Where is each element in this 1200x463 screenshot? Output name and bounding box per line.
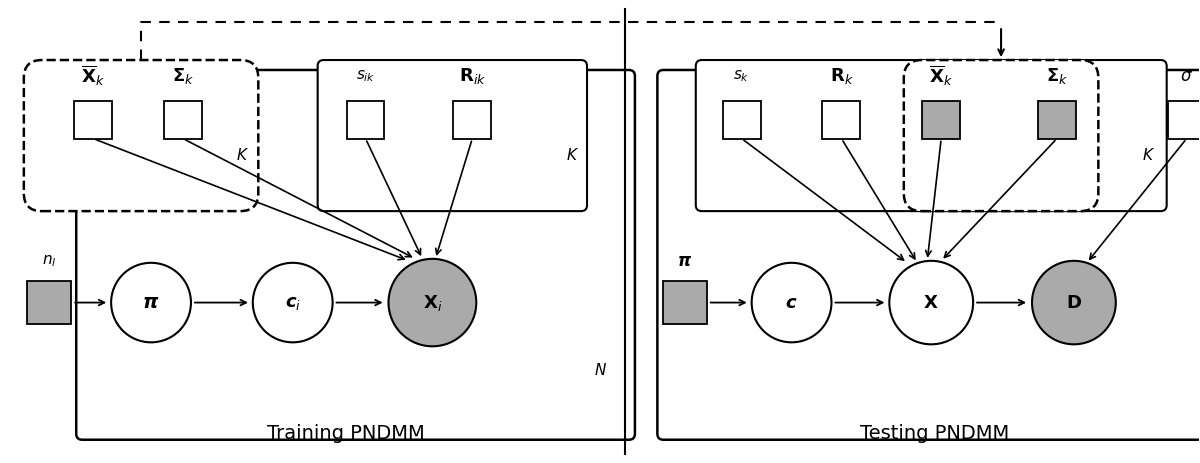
FancyBboxPatch shape — [24, 60, 258, 211]
Circle shape — [889, 261, 973, 344]
Text: $K$: $K$ — [236, 147, 250, 163]
Bar — [28, 281, 71, 325]
Text: $\mathbf{X}$: $\mathbf{X}$ — [924, 294, 938, 312]
Text: $s_k$: $s_k$ — [733, 68, 750, 84]
Text: Training PNDMM: Training PNDMM — [266, 424, 425, 443]
FancyBboxPatch shape — [77, 70, 635, 440]
Circle shape — [112, 263, 191, 342]
Circle shape — [1032, 261, 1116, 344]
Text: $\boldsymbol{\pi}$: $\boldsymbol{\pi}$ — [677, 252, 692, 270]
Text: $n_l$: $n_l$ — [42, 253, 56, 269]
FancyBboxPatch shape — [696, 60, 1166, 211]
Text: $\boldsymbol{\pi}$: $\boldsymbol{\pi}$ — [143, 293, 160, 312]
Text: $K$: $K$ — [1142, 147, 1156, 163]
Text: $K$: $K$ — [565, 147, 578, 163]
Bar — [164, 101, 202, 138]
Text: $\mathbf{D}$: $\mathbf{D}$ — [1066, 294, 1082, 312]
Circle shape — [253, 263, 332, 342]
Bar — [74, 101, 112, 138]
Text: $\mathbf{\Sigma}_k$: $\mathbf{\Sigma}_k$ — [1046, 66, 1068, 86]
Bar — [1168, 101, 1200, 138]
FancyBboxPatch shape — [318, 60, 587, 211]
Bar — [923, 101, 960, 138]
Text: $N$: $N$ — [594, 362, 606, 378]
Text: $\sigma$: $\sigma$ — [1180, 67, 1193, 85]
Text: $\mathbf{R}_k$: $\mathbf{R}_k$ — [829, 66, 853, 86]
Bar — [1038, 101, 1076, 138]
Text: $\mathbf{\Sigma}_k$: $\mathbf{\Sigma}_k$ — [172, 66, 194, 86]
Text: $s_{ik}$: $s_{ik}$ — [356, 68, 376, 84]
Text: Testing PNDMM: Testing PNDMM — [859, 424, 1009, 443]
Text: $\boldsymbol{c}_i$: $\boldsymbol{c}_i$ — [284, 294, 301, 312]
FancyBboxPatch shape — [658, 70, 1200, 440]
Circle shape — [389, 259, 476, 346]
Bar — [662, 281, 707, 325]
Text: $\mathbf{X}_i$: $\mathbf{X}_i$ — [422, 293, 442, 313]
Circle shape — [751, 263, 832, 342]
Text: $\mathbf{R}_{ik}$: $\mathbf{R}_{ik}$ — [458, 66, 486, 86]
Bar — [822, 101, 860, 138]
Text: $\overline{\mathbf{X}}_k$: $\overline{\mathbf{X}}_k$ — [929, 64, 953, 88]
Text: $\overline{\mathbf{X}}_k$: $\overline{\mathbf{X}}_k$ — [82, 64, 106, 88]
FancyBboxPatch shape — [904, 60, 1098, 211]
Bar — [347, 101, 384, 138]
Bar — [454, 101, 491, 138]
Bar — [722, 101, 761, 138]
Text: $\boldsymbol{c}$: $\boldsymbol{c}$ — [785, 294, 798, 312]
